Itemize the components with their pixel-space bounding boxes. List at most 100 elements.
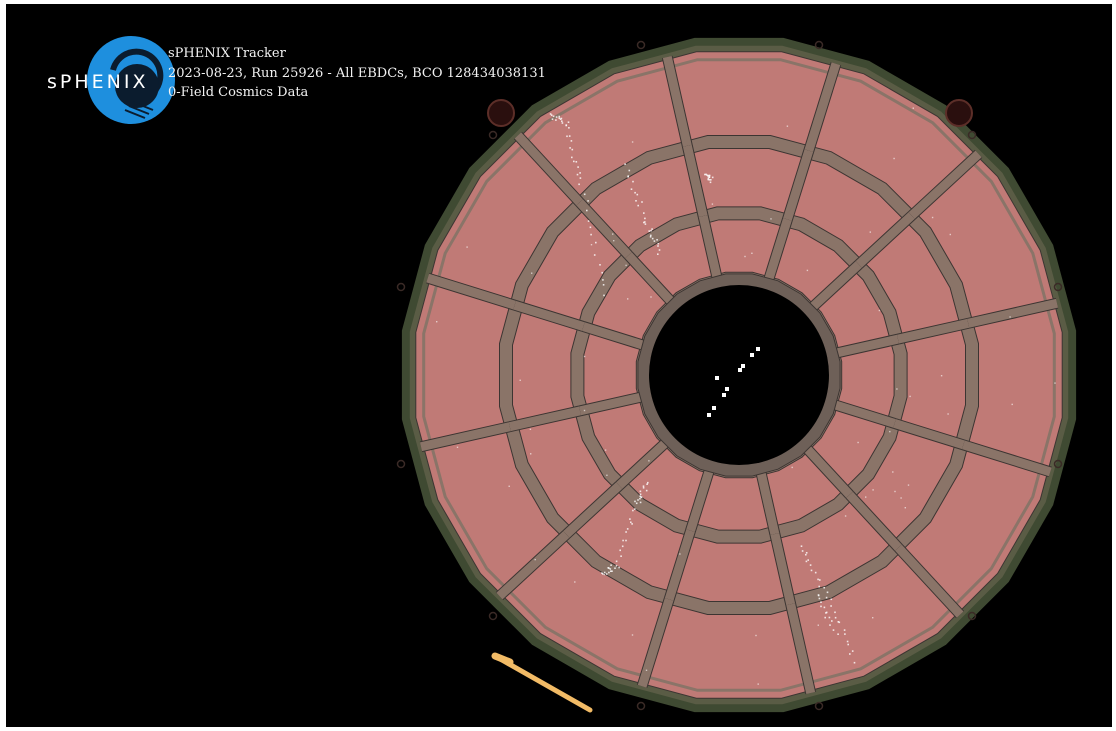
noise-hit	[872, 489, 874, 491]
hit	[602, 573, 604, 575]
inner-spoke	[764, 218, 792, 281]
hit	[810, 569, 813, 572]
hit	[805, 552, 808, 554]
hit	[571, 148, 574, 151]
hit	[577, 166, 579, 168]
noise-hit	[529, 428, 532, 430]
noise-hit	[931, 216, 934, 219]
noise-hit	[606, 474, 608, 476]
hit	[710, 179, 712, 181]
noise-hit	[791, 466, 793, 469]
inner-spoke	[582, 322, 645, 350]
hit	[851, 650, 854, 652]
inner-spoke	[833, 400, 896, 428]
noise-hit	[1054, 382, 1056, 384]
hit	[561, 120, 563, 122]
hit	[637, 204, 639, 207]
noise-hit	[574, 581, 576, 583]
mounting-bolt	[396, 459, 406, 469]
hit	[651, 228, 653, 230]
hit	[549, 113, 552, 115]
hit	[603, 571, 606, 574]
hit	[615, 564, 618, 567]
hit	[630, 521, 632, 524]
hit	[590, 233, 592, 236]
hit	[657, 245, 659, 247]
noise-hit	[1011, 403, 1013, 406]
noise-hit	[872, 617, 874, 619]
noise-hit	[1009, 316, 1011, 318]
hit	[570, 140, 573, 142]
hit	[607, 567, 609, 569]
hit	[825, 611, 828, 614]
hit	[641, 201, 643, 203]
hit	[818, 597, 821, 600]
hit	[602, 279, 604, 281]
noise-hit	[869, 231, 871, 233]
inner-spoke	[809, 261, 862, 311]
hit	[595, 241, 597, 244]
event-display-frame: sPHENIX sPHENIX Tracker 2023-08-23, Run …	[6, 4, 1112, 727]
hit	[566, 135, 568, 138]
hit	[708, 179, 711, 181]
inner-spoke	[698, 215, 722, 279]
noise-hit	[949, 233, 951, 236]
mounting-bolt	[1053, 282, 1063, 292]
noise-hit	[806, 269, 809, 272]
noise-hit	[625, 264, 627, 267]
hit	[647, 481, 649, 484]
hit	[621, 545, 624, 548]
run-caption: sPHENIX Tracker 2023-08-23, Run 25926 - …	[168, 44, 546, 103]
hit	[831, 620, 833, 622]
noise-hit	[531, 272, 533, 274]
outer-frame-line	[422, 58, 1056, 692]
noise-hit	[436, 321, 438, 323]
hit	[601, 271, 603, 274]
cosmic-track	[707, 347, 760, 417]
mounting-bolt	[967, 611, 977, 621]
middle-spoke	[846, 491, 902, 551]
noise-hit	[583, 409, 586, 412]
noise-hit	[466, 246, 468, 248]
middle-spoke	[508, 406, 581, 432]
noise-hit	[519, 379, 521, 381]
noise-hit	[878, 309, 881, 312]
hit	[589, 226, 592, 229]
middle-spoke	[576, 199, 632, 259]
noise-hit	[755, 634, 757, 637]
middle-spoke	[855, 212, 915, 268]
hit	[637, 499, 639, 501]
track-hit	[725, 387, 729, 391]
hit	[644, 221, 646, 223]
caption-title: sPHENIX Tracker	[168, 46, 286, 61]
hit	[567, 121, 570, 123]
hit	[657, 242, 660, 245]
noise-hit	[947, 413, 949, 415]
outer-spoke	[967, 298, 1059, 328]
mounting-bolt	[488, 130, 498, 140]
hit	[830, 598, 833, 601]
noise-hit	[530, 453, 532, 455]
outer-spoke	[419, 422, 511, 452]
track-hit	[741, 364, 745, 368]
central-bore	[649, 285, 829, 465]
noise-hit	[627, 298, 629, 300]
hit	[609, 568, 612, 570]
inner-spoke	[625, 252, 675, 305]
outer-spoke	[962, 440, 1052, 477]
hit	[646, 483, 648, 485]
noise-hit	[648, 460, 650, 462]
hit	[824, 616, 826, 619]
hit	[635, 502, 638, 505]
hit	[634, 500, 636, 503]
outer-spoke	[908, 150, 982, 219]
caption-data-type: 0-Field Cosmics Data	[168, 85, 309, 100]
hit	[657, 253, 659, 255]
hit	[832, 629, 835, 631]
middle-spoke	[682, 144, 708, 217]
hit	[587, 200, 589, 202]
mounting-bolt	[396, 282, 406, 292]
noise-hit	[844, 515, 847, 517]
cluster-hits	[436, 107, 1056, 685]
middle-spoke	[783, 149, 814, 221]
